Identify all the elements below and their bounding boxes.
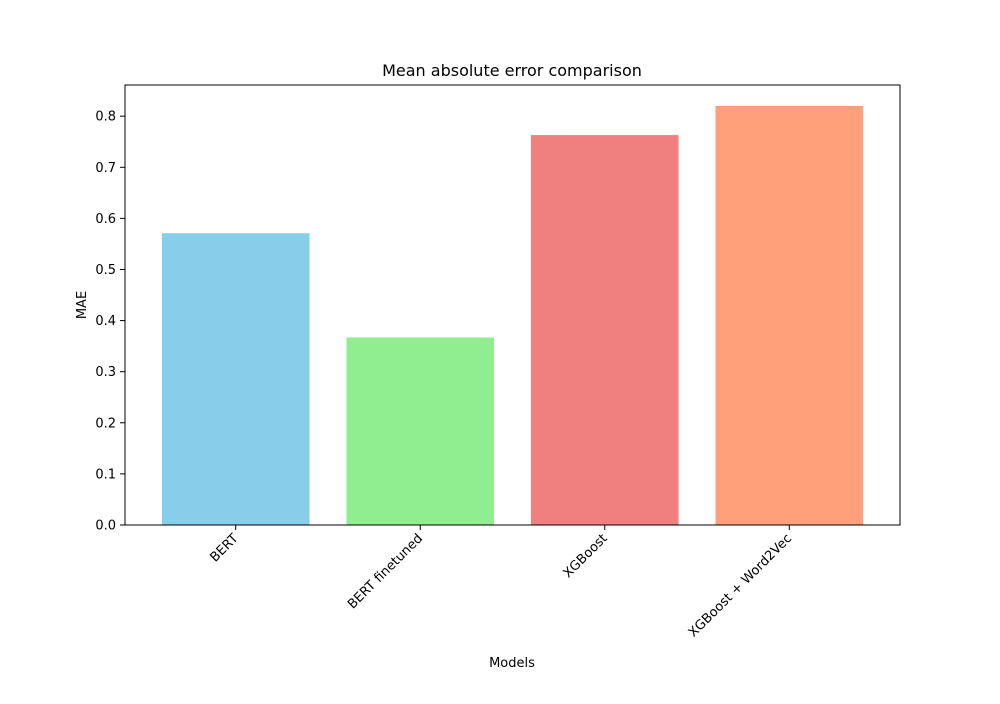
y-axis-label: MAE <box>75 291 90 319</box>
y-tick-label: 0.7 <box>95 161 116 176</box>
y-tick-label: 0.5 <box>95 263 116 278</box>
plot-frame <box>124 84 901 526</box>
y-tick-label: 0.0 <box>95 519 116 534</box>
y-tick-label: 0.4 <box>95 314 116 329</box>
x-tick-label: BERT <box>207 531 241 565</box>
bar-xgboost-word2vec <box>715 105 864 525</box>
y-axis-ticks: 0.0 0.1 0.2 0.3 0.4 0.5 0.6 0.7 0.8 <box>95 110 125 534</box>
x-axis-ticks: BERT BERT finetuned XGBoost XGBoost + Word2… <box>207 525 795 641</box>
x-tick-label: XGBoost + Word2Vec <box>686 531 795 640</box>
bars-group <box>161 105 864 525</box>
y-tick-label: 0.2 <box>95 416 116 431</box>
chart-title: Mean absolute error comparison <box>382 61 642 80</box>
bar-xgboost <box>530 135 679 525</box>
y-tick-label: 0.3 <box>95 365 116 380</box>
x-tick-label: XGBoost <box>561 531 611 581</box>
y-tick-label: 0.1 <box>95 467 116 482</box>
y-tick-label: 0.6 <box>95 212 116 227</box>
x-axis-label: Models <box>489 656 535 671</box>
bar-bert-finetuned <box>346 337 495 525</box>
y-tick-label: 0.8 <box>95 110 116 125</box>
bar-bert <box>161 233 310 525</box>
x-tick-label: BERT finetuned <box>345 531 426 612</box>
